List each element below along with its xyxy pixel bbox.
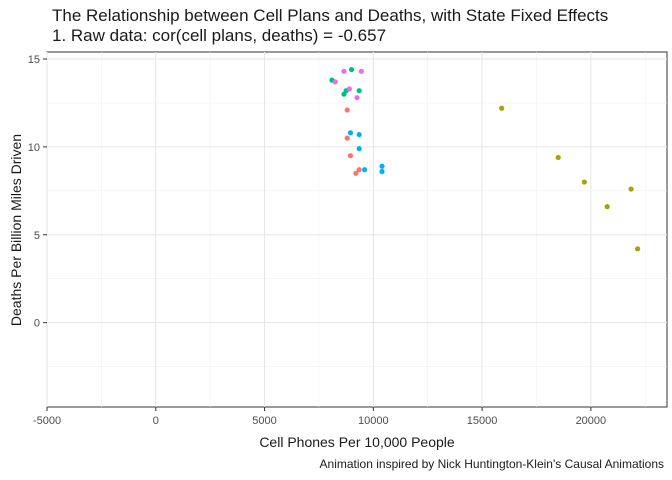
data-point-group-1 [356, 167, 362, 173]
data-point-group-2 [555, 154, 561, 161]
data-point-group-4 [379, 168, 385, 175]
data-point-group-3 [356, 88, 362, 94]
data-point-group-1 [347, 153, 354, 159]
y-tick-label: 10 [28, 142, 40, 154]
x-tick-label: 0 [153, 415, 159, 427]
data-point-group-1 [344, 135, 350, 141]
data-point-group-2 [581, 179, 587, 185]
chart-title: The Relationship between Cell Plans and … [52, 6, 608, 46]
data-point-group-5 [354, 95, 360, 101]
axes: -5000 0 5000 10000 15000 20000 0 5 10 15 [28, 54, 606, 427]
data-point-group-5 [332, 79, 338, 85]
x-axis-title: Cell Phones Per 10,000 People [259, 434, 455, 450]
data-point-group-2 [604, 204, 610, 210]
title-line-2: 1. Raw data: cor(cell plans, deaths) = -… [52, 26, 387, 45]
y-axis-title: Deaths Per Billion Miles Driven [8, 134, 24, 326]
x-tick-label: 20000 [576, 415, 607, 427]
data-point-group-5 [341, 68, 347, 74]
data-point-group-1 [353, 170, 359, 176]
grid-lines [46, 52, 667, 407]
x-tick-label: 5000 [252, 415, 276, 427]
data-point-group-4 [356, 131, 362, 138]
x-tick-label: 15000 [467, 415, 498, 427]
data-points [329, 66, 641, 252]
data-point-group-2 [635, 246, 641, 252]
data-point-group-4 [356, 146, 362, 152]
x-tick-label: 10000 [358, 415, 389, 427]
y-tick-label: 15 [28, 54, 40, 66]
y-tick-label: 5 [34, 230, 40, 242]
data-point-group-5 [346, 86, 352, 92]
title-line-1: The Relationship between Cell Plans and … [52, 6, 609, 25]
data-point-group-4 [347, 130, 354, 136]
x-tick-label: -5000 [33, 415, 61, 427]
data-point-group-2 [499, 105, 505, 111]
data-point-group-4 [379, 163, 385, 169]
plot-panel [46, 51, 668, 408]
data-point-group-2 [628, 186, 634, 192]
y-tick-label: 0 [34, 318, 40, 330]
data-point-group-1 [344, 107, 350, 113]
data-point-group-5 [358, 68, 364, 74]
caption: Animation inspired by Nick Huntington-Kl… [319, 457, 664, 471]
data-point-group-3 [348, 66, 355, 73]
data-point-group-4 [362, 167, 368, 173]
